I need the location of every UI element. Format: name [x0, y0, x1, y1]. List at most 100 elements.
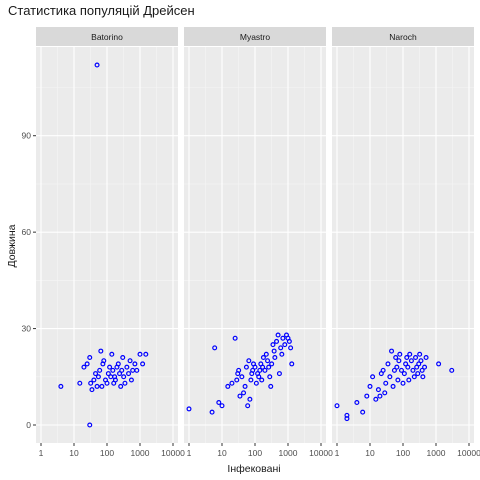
facet-strip-label: Batorino	[91, 32, 123, 42]
data-point	[418, 358, 424, 364]
data-point	[280, 335, 286, 341]
points-myastro	[186, 332, 295, 415]
data-point	[77, 380, 83, 386]
x-tick-label: 10000	[309, 448, 333, 458]
data-point	[380, 367, 386, 373]
data-point	[93, 371, 99, 377]
data-point	[403, 361, 409, 367]
x-tick-label: 1	[187, 448, 192, 458]
data-point	[383, 380, 389, 386]
data-point	[241, 390, 247, 396]
data-point	[88, 380, 94, 386]
data-point	[109, 351, 115, 357]
data-point	[186, 406, 192, 412]
x-tick-label: 1	[39, 448, 44, 458]
data-point	[225, 383, 231, 389]
data-point	[87, 355, 93, 361]
data-point	[289, 361, 295, 367]
data-point	[132, 361, 138, 367]
data-point	[267, 374, 273, 380]
data-point	[98, 348, 104, 354]
data-point	[288, 345, 294, 351]
data-point	[107, 364, 113, 370]
data-point	[367, 383, 373, 389]
data-point	[410, 367, 416, 373]
data-point	[236, 367, 242, 373]
data-point	[385, 361, 391, 367]
data-point	[398, 367, 404, 373]
data-point	[97, 367, 103, 373]
data-point	[401, 371, 407, 377]
data-point	[259, 377, 265, 383]
points-naroch	[334, 348, 455, 422]
data-point	[99, 383, 105, 389]
data-point	[260, 364, 266, 370]
x-tick-label: 1	[335, 448, 340, 458]
data-point	[105, 371, 111, 377]
facet-panel-naroch: Naroch	[332, 27, 474, 443]
data-point	[239, 374, 245, 380]
data-point	[364, 393, 370, 399]
data-point	[232, 335, 238, 341]
data-point	[127, 358, 133, 364]
data-point	[263, 351, 269, 357]
data-point	[275, 332, 281, 338]
data-point	[121, 374, 127, 380]
data-point	[260, 355, 266, 361]
y-tick-label: 90	[22, 131, 32, 141]
data-point	[405, 364, 411, 370]
data-point	[219, 403, 225, 409]
data-point	[248, 377, 254, 383]
data-point	[246, 358, 252, 364]
data-point	[387, 374, 393, 380]
data-point	[262, 367, 268, 373]
data-point	[389, 348, 395, 354]
y-tick-label: 60	[22, 227, 32, 237]
data-point	[390, 383, 396, 389]
data-point	[104, 380, 110, 386]
data-point	[119, 367, 125, 373]
data-point	[209, 409, 215, 415]
x-tick-label: 10000	[457, 448, 480, 458]
points-batorino	[58, 62, 149, 428]
data-point	[252, 364, 258, 370]
data-point	[375, 387, 381, 393]
data-point	[354, 400, 360, 406]
data-point	[420, 374, 426, 380]
data-point	[404, 355, 410, 361]
facet-strip-label: Naroch	[389, 32, 417, 42]
x-tick-label: 10	[69, 448, 79, 458]
data-point	[436, 361, 442, 367]
y-axis-title: Довжина	[6, 224, 18, 267]
x-tick-label: 10	[217, 448, 227, 458]
x-tick-label: 10000	[161, 448, 185, 458]
data-point	[449, 367, 455, 373]
data-point	[416, 361, 422, 367]
data-point	[81, 364, 87, 370]
data-point	[417, 351, 423, 357]
data-point	[256, 374, 262, 380]
data-point	[419, 367, 425, 373]
data-point	[411, 374, 417, 380]
x-tick-label: 1000	[427, 448, 446, 458]
data-point	[265, 358, 271, 364]
facet-strip	[36, 27, 178, 46]
data-point	[243, 364, 249, 370]
data-point	[247, 396, 253, 402]
data-point	[282, 342, 288, 348]
data-point	[257, 367, 263, 373]
data-point	[115, 361, 121, 367]
x-tick-label: 100	[396, 448, 410, 458]
data-point	[143, 351, 149, 357]
data-point	[344, 416, 350, 422]
data-point	[396, 358, 402, 364]
data-point	[394, 364, 400, 370]
data-point	[58, 383, 64, 389]
data-point	[406, 377, 412, 383]
facet-strip-label: Myastro	[240, 32, 271, 42]
data-point	[140, 361, 146, 367]
data-point	[250, 367, 256, 373]
facet-panel-batorino: Batorino	[36, 27, 178, 443]
data-point	[245, 403, 251, 409]
data-point	[377, 393, 383, 399]
